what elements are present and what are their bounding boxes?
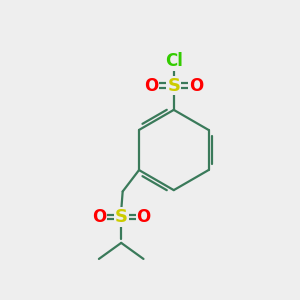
Text: O: O [189,76,203,94]
Text: S: S [115,208,128,226]
Text: S: S [167,76,180,94]
Text: Cl: Cl [165,52,183,70]
Text: O: O [144,76,159,94]
Text: O: O [92,208,106,226]
Text: O: O [136,208,151,226]
